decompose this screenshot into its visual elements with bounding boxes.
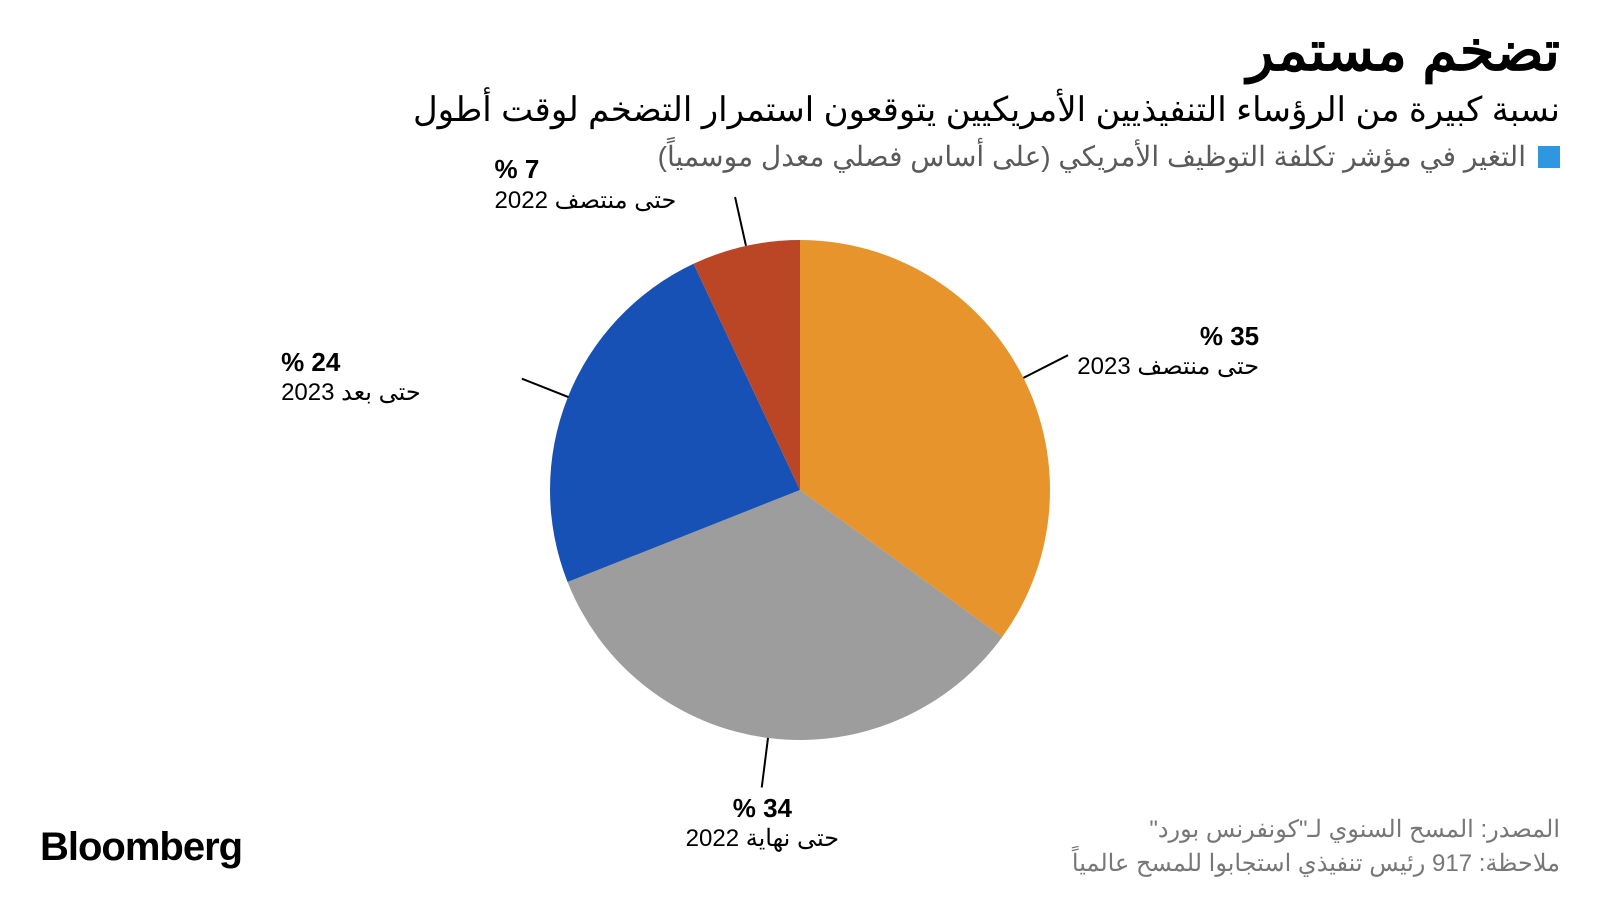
slice-label-mid2023: 35 %حتى منتصف 2023: [1077, 320, 1259, 383]
slice-percent-end2022: 34 %: [647, 792, 877, 825]
slice-percent-mid2022: 7 %: [495, 153, 725, 186]
legend-text: التغير في مؤشر تكلفة التوظيف الأمريكي (ع…: [658, 140, 1526, 173]
chart-subtitle: نسبة كبيرة من الرؤساء التنفيذيين الأمريك…: [413, 90, 1560, 130]
slice-percent-post2023: 24 %: [281, 346, 511, 379]
chart-canvas: تضخم مستمر نسبة كبيرة من الرؤساء التنفيذ…: [0, 0, 1600, 900]
slice-text-end2022: حتى نهاية 2022: [647, 824, 877, 854]
slice-label-mid2022: 7 %حتى منتصف 2022: [495, 153, 725, 216]
footer-note: ملاحظة: 917 رئيس تنفيذي استجابوا للمسح ع…: [1072, 849, 1560, 878]
slice-text-mid2023: حتى منتصف 2023: [1077, 352, 1259, 382]
slice-text-post2023: حتى بعد 2023: [281, 378, 511, 408]
slice-text-mid2022: حتى منتصف 2022: [495, 186, 725, 216]
slice-percent-mid2023: 35 %: [1077, 320, 1259, 353]
brand-logo: Bloomberg: [40, 825, 242, 870]
pie-chart: 35 %حتى منتصف 202334 %حتى نهاية 202224 %…: [0, 170, 1600, 810]
chart-title: تضخم مستمر: [1247, 18, 1560, 84]
pie-svg: [520, 210, 1080, 770]
footer-source: المصدر: المسح السنوي لـ"كونفرنس بورد": [1149, 815, 1560, 844]
slice-label-post2023: 24 %حتى بعد 2023: [281, 346, 511, 409]
legend-swatch: [1538, 146, 1560, 168]
slice-label-end2022: 34 %حتى نهاية 2022: [647, 792, 877, 855]
legend: التغير في مؤشر تكلفة التوظيف الأمريكي (ع…: [658, 140, 1560, 173]
